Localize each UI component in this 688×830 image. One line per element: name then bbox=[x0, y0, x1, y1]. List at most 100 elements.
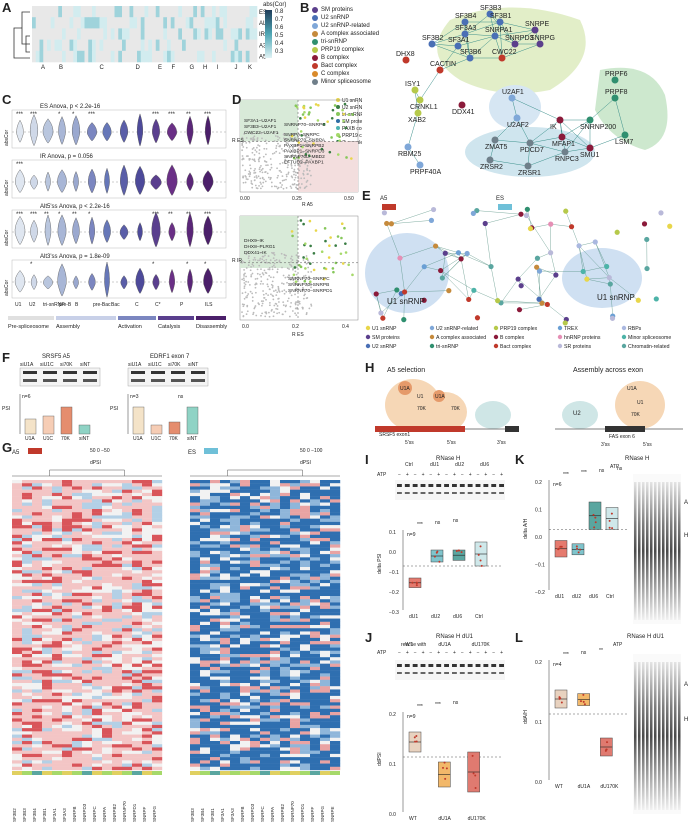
heat-cell bbox=[310, 544, 320, 547]
heat-cell bbox=[280, 522, 290, 525]
scatter-point bbox=[272, 153, 274, 155]
scatter-point bbox=[262, 272, 264, 274]
heat-cell bbox=[132, 480, 142, 483]
heat-cell bbox=[200, 651, 210, 654]
heat-cell bbox=[300, 602, 310, 605]
scatter-point bbox=[283, 275, 285, 277]
heat-cell bbox=[62, 644, 72, 647]
heat-cell bbox=[167, 51, 171, 63]
heat-cell bbox=[280, 677, 290, 680]
heat-cell bbox=[300, 641, 310, 644]
heat-cell bbox=[300, 648, 310, 651]
heat-cell bbox=[62, 728, 72, 731]
scatter-point bbox=[263, 256, 265, 258]
heat-cell bbox=[320, 554, 330, 557]
heat-cell bbox=[115, 51, 119, 63]
scatter-point-highlight bbox=[324, 240, 327, 243]
scatter-point bbox=[254, 257, 256, 259]
heat-cell bbox=[40, 28, 44, 40]
group-bar bbox=[240, 771, 250, 775]
heat-cell bbox=[142, 480, 152, 483]
scatter-point bbox=[285, 291, 287, 293]
heat-cell bbox=[320, 570, 330, 573]
heat-cell bbox=[102, 664, 112, 667]
heat-cell bbox=[200, 660, 210, 663]
scatter-point-highlight bbox=[305, 257, 308, 260]
heat-cell bbox=[240, 522, 250, 525]
heat-cell bbox=[103, 28, 107, 40]
node-label-ISY1: ISY1 bbox=[405, 81, 420, 88]
heat-cell bbox=[82, 651, 92, 654]
heat-cell bbox=[260, 751, 270, 754]
heat-cell bbox=[112, 509, 122, 512]
heat-cell bbox=[300, 619, 310, 622]
heat-cell bbox=[227, 28, 231, 40]
heat-cell bbox=[240, 747, 250, 750]
heat-cell bbox=[36, 51, 40, 63]
heat-cell bbox=[300, 683, 310, 686]
heat-cell bbox=[300, 557, 310, 560]
heat-cell bbox=[112, 693, 122, 696]
heat-cell bbox=[280, 609, 290, 612]
group-bar bbox=[290, 771, 300, 775]
heat-cell bbox=[250, 40, 254, 52]
heat-cell bbox=[72, 615, 82, 618]
heat-cell bbox=[148, 51, 152, 63]
heat-cell bbox=[152, 677, 162, 680]
heat-cell bbox=[142, 625, 152, 628]
x-tick-label: dU2 bbox=[572, 594, 581, 600]
scatter-point bbox=[277, 286, 279, 288]
heat-cell bbox=[122, 641, 132, 644]
legend-tick: 0.7 bbox=[275, 16, 283, 24]
heat-cell bbox=[250, 486, 260, 489]
heat-cell bbox=[112, 573, 122, 576]
heat-cell bbox=[42, 683, 52, 686]
data-point bbox=[579, 549, 581, 551]
heat-cell bbox=[320, 725, 330, 728]
heat-cell bbox=[250, 628, 260, 631]
heat-cell bbox=[132, 680, 142, 683]
heat-cell bbox=[240, 538, 250, 541]
heat-cell bbox=[32, 731, 42, 734]
node-SMU1 bbox=[587, 145, 594, 152]
scatter-point bbox=[241, 149, 243, 151]
heat-cell bbox=[300, 541, 310, 544]
pair-label: PAXBP1–SNRPD3 bbox=[284, 149, 325, 155]
heat-cell bbox=[300, 712, 310, 715]
heat-cell bbox=[270, 757, 280, 760]
node-PDCD7 bbox=[527, 140, 534, 147]
heat-cell bbox=[240, 648, 250, 651]
heat-cell bbox=[96, 17, 100, 29]
heat-cell bbox=[142, 535, 152, 538]
heat-cell bbox=[250, 612, 260, 615]
scatter-point bbox=[293, 184, 295, 186]
heat-cell bbox=[122, 602, 132, 605]
heat-cell bbox=[320, 677, 330, 680]
heat-cell bbox=[22, 564, 32, 567]
heat-cell bbox=[92, 641, 102, 644]
heat-cell bbox=[190, 699, 200, 702]
heat-cell bbox=[246, 40, 250, 52]
gel-band bbox=[452, 672, 457, 674]
legend-dot bbox=[366, 344, 370, 348]
heat-cell bbox=[310, 680, 320, 683]
heat-cell bbox=[152, 567, 162, 570]
heat-cell bbox=[250, 561, 260, 564]
heat-cell bbox=[260, 631, 270, 634]
heat-cell bbox=[290, 667, 300, 670]
scatter-point bbox=[291, 294, 293, 296]
heat-cell bbox=[107, 17, 111, 29]
heat-cell bbox=[132, 580, 142, 583]
heat-cell bbox=[253, 17, 257, 29]
heat-cell bbox=[82, 480, 92, 483]
heat-cell bbox=[250, 651, 260, 654]
heat-cell bbox=[235, 51, 239, 63]
heat-cell bbox=[280, 570, 290, 573]
heat-cell bbox=[132, 499, 142, 502]
heat-cell bbox=[152, 483, 162, 486]
scatter-point bbox=[284, 254, 286, 256]
heat-cell bbox=[280, 760, 290, 763]
legend-dot bbox=[494, 326, 498, 330]
heat-cell bbox=[112, 557, 122, 560]
